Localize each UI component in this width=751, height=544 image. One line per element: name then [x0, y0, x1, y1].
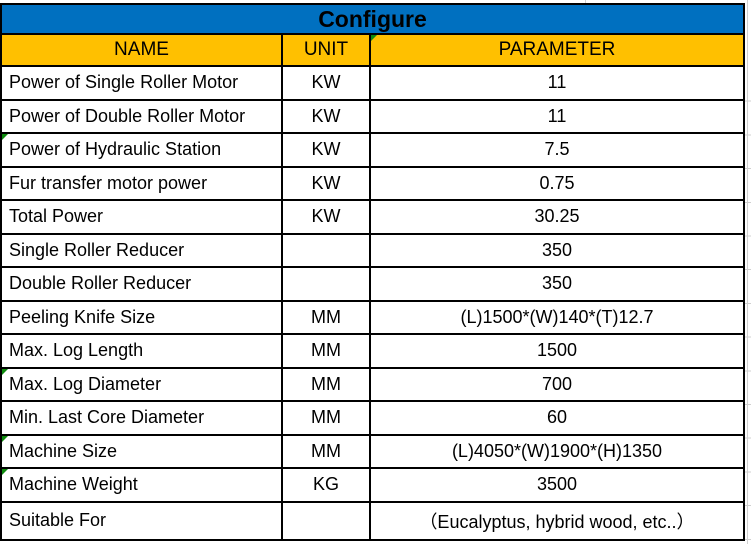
gridline-top: [585, 0, 586, 4]
row-name-label: Max. Log Diameter: [9, 373, 162, 394]
error-flag-icon: [2, 134, 8, 140]
row-unit: MM: [283, 335, 371, 367]
table-row: Max. Log Length MM 1500: [2, 335, 743, 369]
row-parameter: 11: [547, 105, 567, 126]
table-row: Peeling Knife Size MM (L)1500*(W)140*(T)…: [2, 301, 743, 335]
row-name: Total Power: [2, 201, 283, 233]
row-unit: [283, 502, 371, 539]
row-parameter: 11: [547, 72, 567, 93]
table-row: Total Power KW 30.25: [2, 201, 743, 235]
table-row: Power of Double Roller Motor KW 11: [2, 100, 743, 134]
row-name: Single Roller Reducer: [2, 234, 283, 266]
table-row: Power of Hydraulic Station KW 7.5: [2, 134, 743, 168]
table-row: Power of Single Roller Motor KW 11: [2, 67, 743, 101]
row-parameter: (L)1500*(W)140*(T)12.7: [460, 306, 654, 327]
row-parameter: 7.5: [544, 139, 570, 160]
row-unit: MM: [283, 402, 371, 434]
row-name: Power of Double Roller Motor: [2, 100, 283, 132]
error-flag-icon: [2, 469, 8, 475]
error-flag-icon: [2, 435, 8, 442]
row-name: Double Roller Reducer: [2, 268, 283, 300]
configuration-table: Configure NAME UNIT PARAMETER Power of S…: [0, 3, 745, 541]
header-parameter-label: PARAMETER: [498, 39, 616, 60]
table-row: Machine Size MM (L)4050*(W)1900*(H)1350: [2, 435, 743, 469]
table-row: Suitable For （Eucalyptus, hybrid wood, e…: [2, 502, 743, 539]
row-name: Max. Log Length: [2, 335, 283, 367]
row-unit: KW: [283, 167, 371, 199]
row-parameter: 30.25: [534, 206, 580, 227]
row-unit: [283, 234, 371, 266]
row-name-label: Machine Size: [9, 440, 118, 461]
table-row: Machine Weight KG 3500: [2, 469, 743, 503]
row-unit: KW: [283, 67, 371, 99]
error-flag-icon: [371, 35, 377, 41]
gridline-right-stubs: [745, 68, 751, 540]
row-name: Max. Log Diameter: [2, 368, 283, 400]
table-title: Configure: [2, 5, 743, 35]
table-header-row: NAME UNIT PARAMETER: [2, 35, 743, 67]
table-row: Min. Last Core Diameter MM 60: [2, 402, 743, 436]
table-row: Fur transfer motor power KW 0.75: [2, 167, 743, 201]
row-name-label: Power of Hydraulic Station: [9, 139, 222, 160]
row-name: Machine Size: [2, 435, 283, 467]
table-row: Max. Log Diameter MM 700: [2, 368, 743, 402]
row-parameter: 60: [546, 407, 568, 428]
row-name: Machine Weight: [2, 469, 283, 501]
row-parameter: 1500: [536, 340, 578, 361]
header-parameter: PARAMETER: [371, 35, 743, 65]
row-name: Min. Last Core Diameter: [2, 402, 283, 434]
row-parameter: （Eucalyptus, hybrid wood, etc..）: [419, 511, 695, 532]
table-row: Double Roller Reducer 350: [2, 268, 743, 302]
row-name: Power of Hydraulic Station: [2, 134, 283, 166]
row-parameter: 0.75: [539, 172, 575, 193]
row-parameter: 350: [541, 239, 573, 260]
row-parameter: (L)4050*(W)1900*(H)1350: [451, 440, 663, 461]
row-name: Fur transfer motor power: [2, 167, 283, 199]
row-unit: [283, 268, 371, 300]
error-flag-icon: [2, 368, 8, 375]
row-name: Peeling Knife Size: [2, 301, 283, 333]
row-parameter: 700: [541, 373, 573, 394]
row-name-label: Machine Weight: [9, 474, 138, 495]
row-unit: MM: [283, 368, 371, 400]
row-unit: KW: [283, 100, 371, 132]
row-unit: KW: [283, 201, 371, 233]
header-unit: UNIT: [283, 35, 371, 65]
header-name: NAME: [2, 35, 283, 65]
row-name: Power of Single Roller Motor: [2, 67, 283, 99]
row-unit: MM: [283, 435, 371, 467]
row-parameter: 3500: [536, 474, 578, 495]
row-name: Suitable For: [2, 502, 283, 539]
row-unit: KW: [283, 134, 371, 166]
row-unit: MM: [283, 301, 371, 333]
table-row: Single Roller Reducer 350: [2, 234, 743, 268]
row-unit: KG: [283, 469, 371, 501]
row-parameter: 350: [541, 273, 573, 294]
